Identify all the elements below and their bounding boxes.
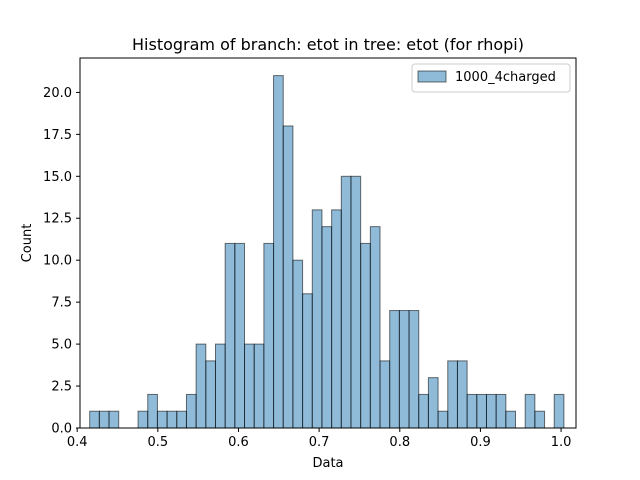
y-tick-label: 10.0 (43, 254, 72, 269)
histogram-bar (505, 410, 517, 429)
histogram-bar (418, 393, 429, 429)
x-axis-ticks: 0.4 0.5 0.6 0.7 0.8 0.9 1.0 (67, 428, 572, 450)
histogram-bar (108, 410, 120, 429)
legend-frame (411, 63, 571, 93)
histogram-bar (534, 410, 546, 429)
histogram-bar (137, 410, 149, 429)
histogram-bar (89, 410, 100, 429)
histogram-bar (195, 343, 207, 429)
histogram-bar (427, 377, 439, 429)
y-tick-label: 15.0 (43, 170, 72, 185)
histogram-bar (485, 393, 497, 429)
histogram-bar (447, 360, 458, 429)
histogram-bar (98, 410, 110, 429)
histogram-bar (369, 226, 381, 429)
histogram-bar (253, 343, 265, 429)
histogram-bar (456, 360, 468, 429)
histogram-bar (185, 393, 197, 429)
histogram-bar (398, 310, 410, 429)
histogram-bar (282, 125, 294, 429)
histogram-bar (553, 393, 565, 429)
histogram-bar (340, 175, 352, 429)
histogram-bar (224, 242, 236, 429)
histogram-bar (244, 343, 255, 429)
x-tick-label: 0.9 (470, 435, 491, 450)
histogram-bar (379, 360, 391, 429)
y-tick-label: 0.0 (51, 422, 72, 437)
x-tick-label: 0.6 (228, 435, 249, 450)
x-axis-label: Data (312, 456, 343, 471)
legend: 1000_4charged (411, 63, 571, 93)
x-tick-label: 0.4 (67, 435, 88, 450)
histogram-bar (214, 343, 226, 429)
histogram-bar (321, 226, 333, 429)
histogram-bar (205, 360, 216, 429)
histogram-bar (495, 393, 507, 429)
x-tick-label: 0.5 (147, 435, 168, 450)
histogram-bar (408, 310, 420, 429)
histogram-bar (263, 242, 275, 429)
histogram-bar (437, 410, 449, 429)
histogram-bar (292, 259, 304, 429)
histogram-bar (331, 209, 342, 429)
histogram-bar (302, 293, 313, 429)
y-tick-label: 5.0 (51, 338, 72, 353)
y-axis-ticks: 0.0 2.5 5.0 7.5 10.0 12.5 15.0 17.5 20.0 (43, 86, 80, 437)
histogram-bar (524, 393, 536, 429)
y-tick-label: 17.5 (43, 128, 72, 143)
legend-label: 1000_4charged (455, 70, 556, 85)
histogram-bar (147, 393, 158, 429)
histogram-bar (350, 175, 362, 429)
histogram-bar (466, 393, 478, 429)
histogram-bar (311, 209, 323, 429)
x-tick-label: 0.8 (389, 435, 410, 450)
y-axis-label: Count (20, 224, 35, 263)
histogram-bar (476, 393, 487, 429)
histogram-bar (234, 242, 246, 429)
y-tick-label: 20.0 (43, 86, 72, 101)
legend-swatch (417, 70, 447, 83)
y-tick-label: 7.5 (51, 296, 72, 311)
y-tick-label: 2.5 (51, 380, 72, 395)
chart-title: Histogram of branch: etot in tree: etot … (132, 35, 524, 54)
plot-frame (79, 57, 577, 429)
x-tick-label: 1.0 (551, 435, 572, 450)
histogram-bar (176, 410, 187, 429)
histogram-bar (360, 242, 371, 429)
histogram-bar (273, 75, 284, 429)
y-tick-label: 12.5 (43, 212, 72, 227)
histogram-bar (389, 310, 400, 429)
x-tick-label: 0.7 (309, 435, 330, 450)
histogram-bar (166, 410, 178, 429)
histogram-bar (156, 410, 168, 429)
